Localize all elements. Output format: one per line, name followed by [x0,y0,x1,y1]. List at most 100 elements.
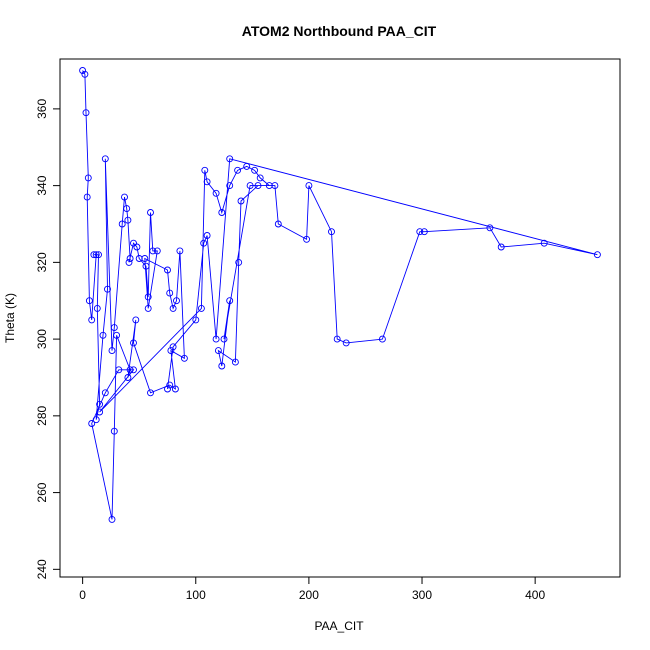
data-point [416,228,424,236]
data-point [173,297,180,305]
data-point [110,427,118,435]
data-point [144,304,152,312]
x-axis: 0 100 200 300 400 [79,577,545,602]
data-point [147,209,154,216]
data-point [130,239,137,247]
data-point [420,228,428,236]
data-point [218,362,226,370]
data-point [234,166,242,174]
data-point [237,197,245,205]
chart-title: ATOM2 Northbound PAA_CIT [242,23,437,39]
data-point [271,182,279,190]
series-group [79,67,601,523]
data-point [113,331,121,339]
data-point [108,347,116,355]
data-point [167,347,175,355]
data-point [124,374,132,381]
data-point [88,316,96,324]
data-point [132,316,140,324]
data-point [251,166,259,174]
x-tick-label: 100 [186,588,206,602]
data-point [274,220,282,228]
data-point [328,228,335,236]
data-point [497,243,505,251]
data-point [83,193,91,201]
data-point [81,70,89,78]
data-point [166,289,174,297]
data-point [149,247,157,255]
data-point [130,339,137,347]
data-point [125,258,133,266]
data-point [169,343,177,351]
data-point [141,255,149,262]
data-point [342,339,350,347]
data-point [200,239,208,247]
data-point [96,408,104,416]
data-point [378,335,386,343]
data-point [203,232,211,239]
data-point [88,420,96,427]
data-point [92,416,100,424]
data-point [333,335,341,343]
data-point [92,251,100,259]
data-point [254,182,262,190]
data-point [82,109,90,117]
data-point [220,335,228,343]
data-point [243,162,251,170]
data-point [104,285,111,293]
data-point [593,251,601,259]
data-point [226,297,234,305]
data-point [84,174,92,182]
y-axis: 240 260 280 300 320 340 360 [35,99,60,579]
y-tick-label: 300 [35,329,49,349]
data-point [303,235,311,243]
data-point [164,266,171,274]
data-point [218,209,226,216]
data-point [85,297,93,305]
data-point [197,304,205,312]
data-point [123,205,131,213]
x-tick-label: 400 [525,588,545,602]
data-point [176,247,184,255]
data-point [96,400,104,408]
data-point [192,316,200,324]
data-point [121,193,128,201]
data-point [486,224,494,232]
data-point [226,182,234,190]
data-point [142,262,150,270]
data-point [108,515,116,523]
y-tick-label: 340 [35,175,49,195]
data-point [305,182,313,190]
data-point [79,67,87,74]
data-point [180,354,188,362]
data-point [164,385,171,393]
y-tick-label: 280 [35,406,49,426]
data-point [101,155,109,163]
y-tick-label: 240 [35,559,49,579]
data-point [212,335,220,343]
data-point [95,251,102,259]
data-point [214,347,222,355]
data-point [130,366,137,374]
y-tick-label: 360 [35,99,49,119]
data-point [93,304,101,312]
data-point [231,358,239,366]
x-tick-label: 0 [79,588,86,602]
data-point [147,389,154,397]
data-point [246,182,254,190]
data-point [101,389,109,397]
data-point [235,258,243,266]
y-axis-label: Theta (K) [3,293,17,343]
series-line [82,70,598,520]
x-tick-label: 200 [299,588,319,602]
data-point [115,366,123,374]
y-tick-label: 260 [35,482,49,502]
data-point [133,243,141,251]
data-point [126,255,134,262]
x-axis-label: PAA_CIT [314,619,364,633]
y-tick-label: 320 [35,252,49,272]
data-point [110,324,118,332]
data-point [118,220,126,228]
